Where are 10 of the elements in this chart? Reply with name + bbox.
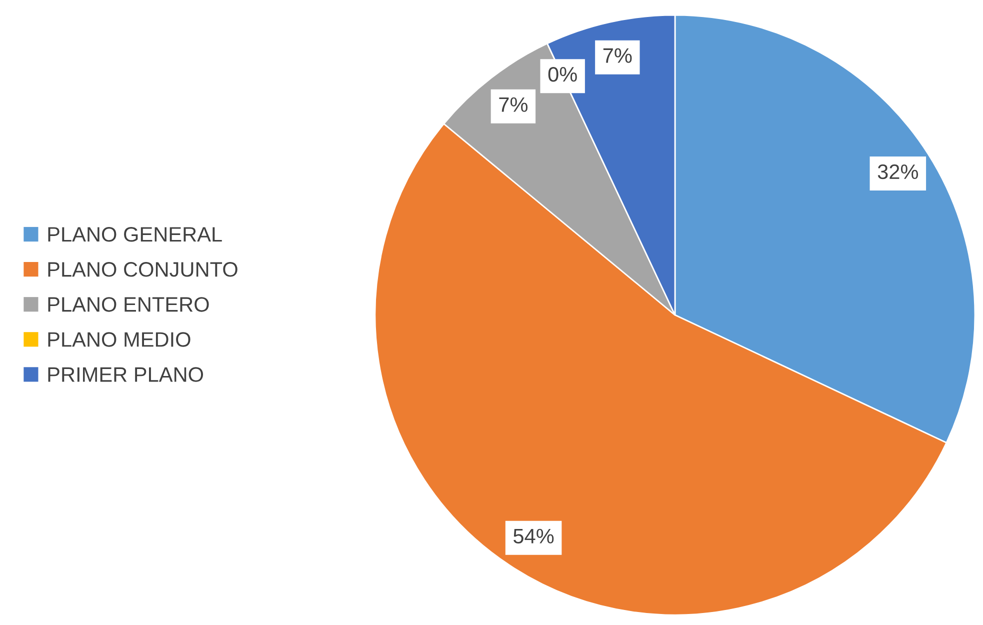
- legend-label: PLANO CONJUNTO: [48, 262, 238, 277]
- data-label: 32%: [878, 164, 918, 180]
- text: 0%: [548, 66, 577, 82]
- legend-label: PLANO GENERAL: [48, 227, 222, 242]
- legend-label: PLANO MEDIO: [48, 332, 190, 347]
- data-label: 54%: [514, 528, 554, 544]
- legend-label: PRIMER PLANO: [48, 367, 204, 382]
- data-label: 7%: [603, 48, 632, 63]
- legend-label: PLANO ENTERO: [48, 297, 209, 312]
- data-label: 7%: [499, 97, 528, 112]
